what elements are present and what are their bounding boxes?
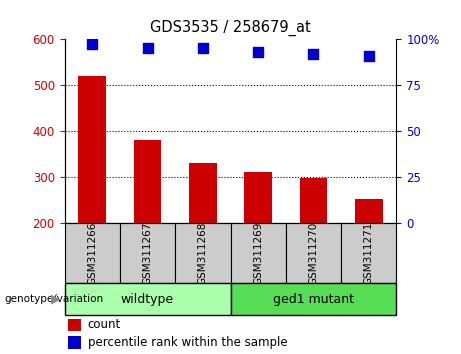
Bar <box>230 283 396 315</box>
Text: ged1 mutant: ged1 mutant <box>273 293 354 306</box>
Point <box>365 53 372 58</box>
Text: ▶: ▶ <box>51 293 60 306</box>
Bar <box>65 223 120 283</box>
Bar <box>341 223 396 283</box>
Text: genotype/variation: genotype/variation <box>5 294 104 304</box>
Point <box>310 51 317 57</box>
Bar <box>65 283 230 315</box>
Text: count: count <box>88 319 121 331</box>
Bar <box>68 336 81 349</box>
Text: GSM311271: GSM311271 <box>364 221 374 285</box>
Bar <box>189 163 217 223</box>
Text: GSM311268: GSM311268 <box>198 221 208 285</box>
Point <box>89 42 96 47</box>
Bar <box>230 223 286 283</box>
Text: GSM311266: GSM311266 <box>87 221 97 285</box>
Text: GSM311267: GSM311267 <box>142 221 153 285</box>
Text: percentile rank within the sample: percentile rank within the sample <box>88 336 287 349</box>
Text: GSM311269: GSM311269 <box>253 221 263 285</box>
Bar <box>120 223 175 283</box>
Bar <box>68 319 81 331</box>
Text: wildtype: wildtype <box>121 293 174 306</box>
Bar <box>355 199 383 223</box>
Point <box>254 49 262 55</box>
Bar <box>244 172 272 223</box>
Point <box>144 45 151 51</box>
Bar <box>134 140 161 223</box>
Bar <box>286 223 341 283</box>
Text: GSM311270: GSM311270 <box>308 222 319 285</box>
Bar <box>78 76 106 223</box>
Bar <box>300 178 327 223</box>
Title: GDS3535 / 258679_at: GDS3535 / 258679_at <box>150 20 311 36</box>
Point <box>199 45 207 51</box>
Bar <box>175 223 230 283</box>
